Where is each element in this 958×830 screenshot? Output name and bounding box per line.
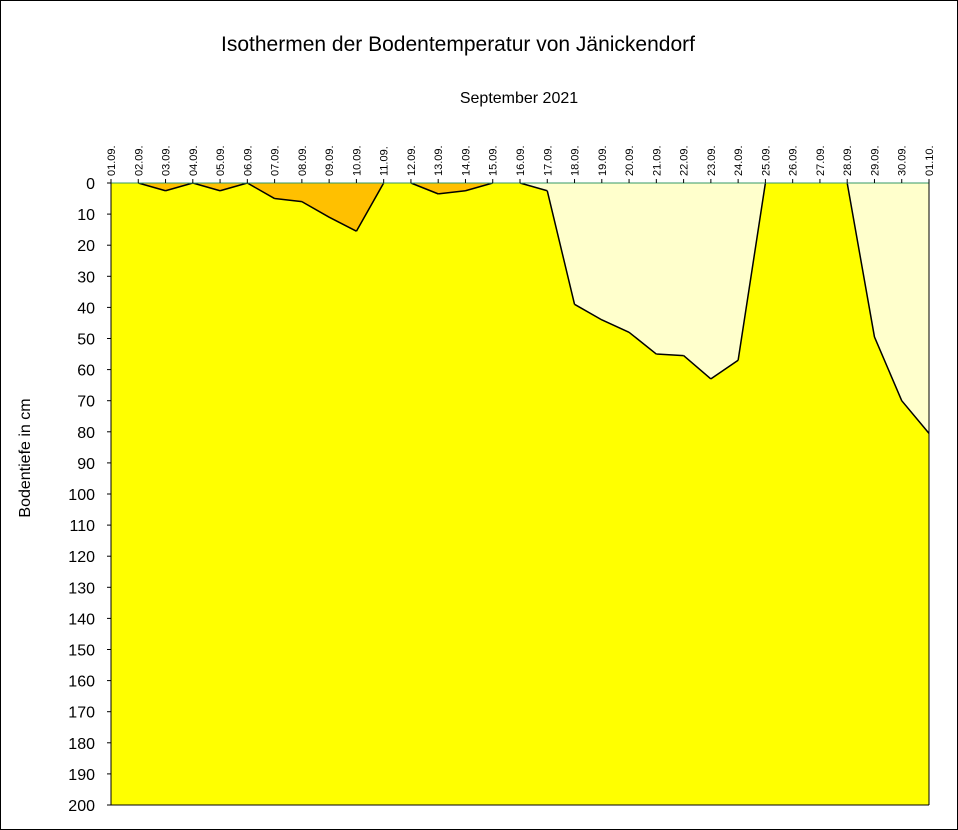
y-tick-label: 130	[68, 580, 95, 597]
x-tick-label: 26.09.	[788, 145, 800, 176]
series-line-2	[519, 182, 930, 434]
series-area-1	[111, 183, 929, 232]
y-tick-label: 200	[68, 798, 95, 815]
y-tick-label: 160	[68, 674, 95, 691]
y-tick-label: 40	[77, 300, 95, 317]
y-tick-label: 30	[77, 269, 95, 286]
plot-area-fill	[111, 183, 929, 805]
y-tick-label: 110	[69, 518, 95, 535]
y-tick-label: 140	[68, 611, 95, 628]
x-tick-label: 20.09.	[624, 145, 636, 176]
x-tick-label: 08.09.	[297, 145, 309, 176]
x-tick-label: 14.09.	[460, 145, 472, 176]
x-tick-label: 07.09.	[270, 145, 282, 176]
x-tick-label: 16.09.	[515, 145, 527, 176]
x-tick-label: 03.09.	[161, 145, 173, 176]
x-tick-label: 28.09.	[842, 145, 854, 176]
x-tick-label: 12.09.	[406, 145, 418, 176]
x-tick-label: 25.09.	[760, 145, 772, 176]
chart-title: Isothermen der Bodentemperatur von Jänic…	[221, 33, 695, 56]
y-tick-label: 10	[77, 207, 95, 224]
series-line-1	[138, 182, 493, 232]
y-tick-label: 190	[68, 767, 95, 784]
x-tick-label: 04.09.	[188, 145, 200, 176]
x-tick-label: 01.10.	[924, 145, 936, 176]
x-tick-label: 11.09.	[379, 146, 391, 176]
y-tick-label: 80	[77, 425, 95, 442]
x-tick-label: 10.09.	[351, 145, 363, 176]
x-tick-label: 09.09.	[324, 145, 336, 176]
y-tick-label: 0	[86, 176, 95, 193]
x-tick-label: 13.09.	[433, 145, 445, 176]
y-tick-label: 20	[77, 238, 95, 255]
x-tick-label: 02.09.	[133, 145, 145, 176]
x-tick-label: 22.09.	[679, 145, 691, 176]
x-tick-label: 29.09.	[869, 145, 881, 176]
y-tick-label: 70	[77, 394, 95, 411]
y-tick-label: 180	[68, 736, 95, 753]
series-area-2	[111, 183, 929, 434]
x-tick-label: 17.09.	[542, 145, 554, 176]
x-tick-label: 24.09.	[733, 145, 745, 176]
y-tick-label: 150	[68, 643, 95, 660]
y-tick-label: 170	[68, 705, 95, 722]
x-tick-label: 15.09.	[488, 145, 500, 176]
x-tick-label: 18.09.	[570, 145, 582, 176]
y-tick-label: 100	[68, 487, 95, 504]
x-tick-label: 30.09.	[897, 145, 909, 176]
x-tick-label: 21.09.	[651, 145, 663, 176]
y-tick-label: 50	[77, 332, 95, 349]
y-tick-label: 60	[77, 363, 95, 380]
chart-subtitle: September 2021	[459, 90, 579, 107]
x-tick-label: 19.09.	[597, 145, 609, 176]
y-tick-label: 90	[77, 456, 95, 473]
x-tick-label: 27.09.	[815, 145, 827, 176]
x-tick-label: 05.09.	[215, 145, 227, 176]
x-tick-label: 01.09.	[106, 145, 118, 176]
y-tick-label: 120	[68, 549, 95, 566]
x-tick-label: 06.09.	[242, 145, 254, 176]
x-tick-label: 23.09.	[706, 145, 718, 176]
y-axis-label: Bodentiefe in cm	[17, 398, 34, 517]
